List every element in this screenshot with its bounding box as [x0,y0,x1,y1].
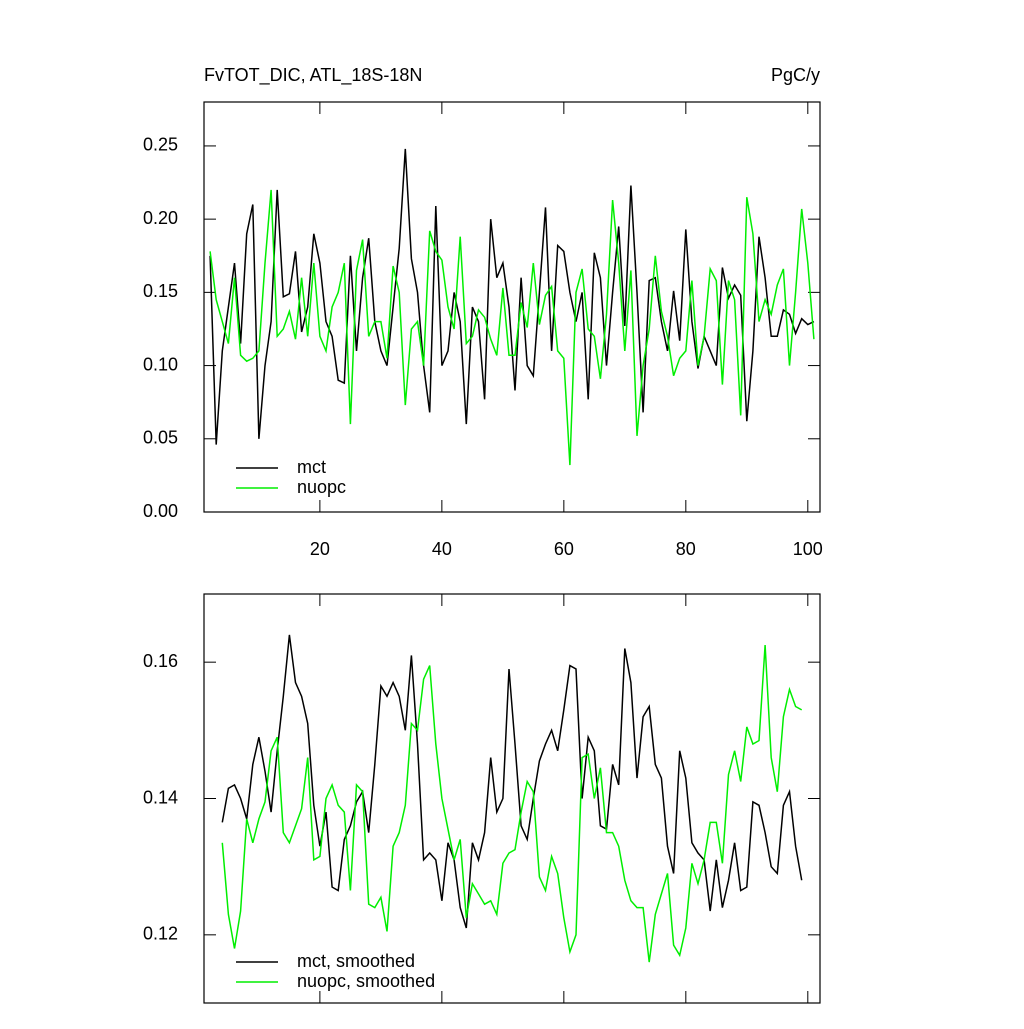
plot-frame [203,101,821,513]
x-tick-label: 40 [432,539,452,559]
y-tick-label: 0.15 [143,281,178,301]
legend-label: mct [297,457,326,477]
legend-label: nuopc, smoothed [297,971,435,991]
y-tick-label: 0.25 [143,135,178,155]
data-line [221,645,803,963]
data-line [209,189,815,466]
y-tick-label: 0.12 [143,924,178,944]
units-label: PgC/y [771,65,820,85]
legend-label: mct, smoothed [297,951,415,971]
y-tick-label: 0.10 [143,354,178,374]
y-tick-label: 0.14 [143,787,178,807]
data-line [221,634,803,929]
x-tick-label: 100 [793,539,823,559]
chart-title: FvTOT_DIC, ATL_18S-18N [204,65,422,86]
y-tick-label: 0.00 [143,501,178,521]
data-line [209,148,815,445]
x-tick-label: 20 [310,539,330,559]
x-tick-label: 80 [676,539,696,559]
y-tick-label: 0.05 [143,428,178,448]
y-tick-label: 0.16 [143,651,178,671]
legend-label: nuopc [297,477,346,497]
y-tick-label: 0.20 [143,208,178,228]
x-tick-label: 60 [554,539,574,559]
